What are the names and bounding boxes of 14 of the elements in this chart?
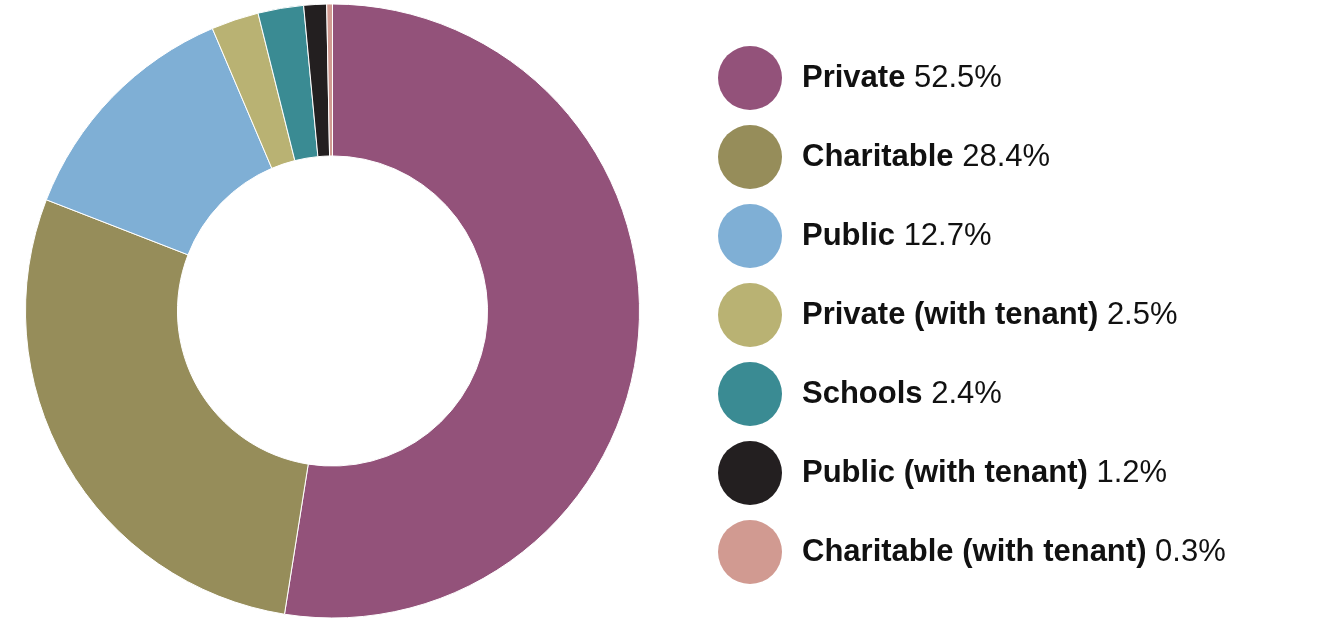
data-label: 2.4%	[931, 375, 1002, 411]
data-label: 1.2%	[1096, 454, 1168, 490]
legend-label: Private (with tenant)	[802, 296, 1099, 332]
data-label: 2.5%	[1106, 296, 1178, 332]
data-label: 28.4%	[962, 138, 1051, 174]
legend-label: Public	[802, 217, 896, 253]
legend-label: Private	[802, 59, 906, 95]
legend-label: Charitable	[802, 138, 954, 174]
data-label: 52.5%	[914, 59, 1002, 95]
data-label: 12.7%	[903, 217, 992, 253]
legend-label: Public (with tenant)	[802, 454, 1088, 490]
data-label: 0.3%	[1155, 533, 1226, 569]
legend-label: Schools	[802, 375, 923, 411]
legend-label: Charitable (with tenant)	[802, 533, 1147, 569]
